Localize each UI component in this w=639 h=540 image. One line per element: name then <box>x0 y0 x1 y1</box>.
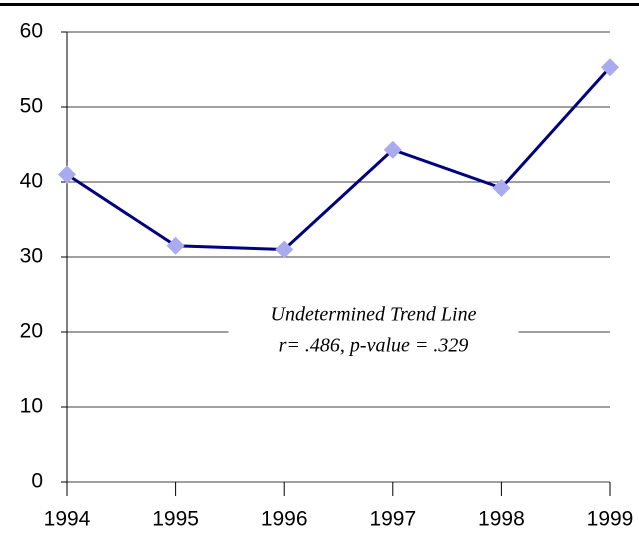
marker <box>275 240 294 259</box>
x-tick-label: 1994 <box>44 508 91 531</box>
y-tick-label: 60 <box>20 20 43 43</box>
annotation: Undetermined Trend Line <box>271 304 477 326</box>
annotation: r= .486, p-value = .329 <box>279 335 469 357</box>
x-tick-label: 1995 <box>152 508 199 531</box>
x-tick-label: 1996 <box>261 508 308 531</box>
marker <box>166 236 185 255</box>
annotation-box <box>228 297 519 365</box>
y-tick-label: 30 <box>20 245 43 268</box>
x-tick-label: 1997 <box>369 508 416 531</box>
top-rule <box>0 3 639 6</box>
y-tick-label: 10 <box>20 395 43 418</box>
marker <box>492 179 511 197</box>
marker <box>383 140 402 159</box>
y-tick-label: 40 <box>20 170 43 193</box>
y-tick-label: 20 <box>20 320 43 343</box>
x-tick-label: 1998 <box>478 508 525 531</box>
data-line <box>66 66 612 252</box>
y-tick-label: 0 <box>31 470 43 493</box>
marker <box>58 165 76 184</box>
x-tick-label: 1999 <box>587 508 634 531</box>
marker <box>601 58 619 77</box>
y-tick-label: 50 <box>20 95 43 118</box>
